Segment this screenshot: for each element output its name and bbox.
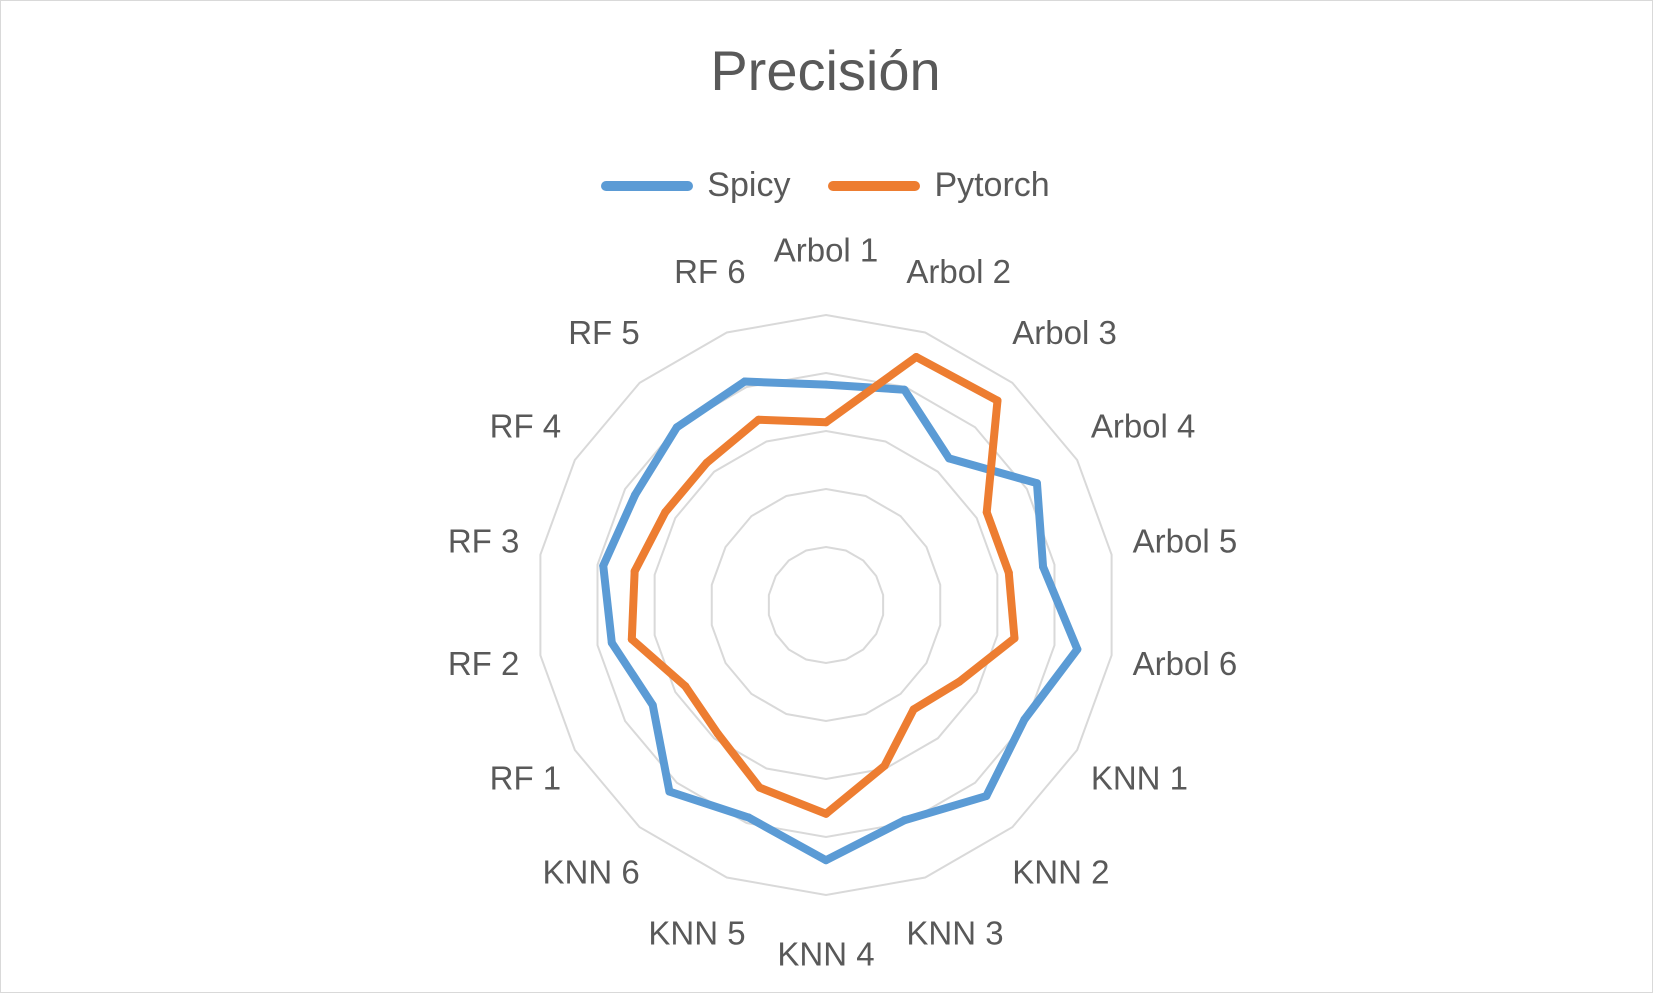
series-line-spicy	[599, 377, 1082, 865]
category-label-rf-1: RF 1	[490, 760, 562, 797]
radar-series	[599, 353, 1082, 865]
category-label-knn-1: KNN 1	[1091, 760, 1188, 797]
legend-swatch-spicy	[601, 180, 694, 191]
category-label-arbol-5: Arbol 5	[1133, 523, 1238, 560]
category-label-knn-4: KNN 4	[777, 936, 874, 973]
data-point-spicy-16	[631, 490, 640, 499]
chart-title: Precisión	[710, 39, 941, 102]
data-point-pytorch-14	[627, 635, 636, 644]
category-label-rf-3: RF 3	[448, 523, 520, 560]
data-point-spicy-15	[599, 561, 608, 570]
data-point-spicy-2	[900, 385, 909, 394]
legend-item-spicy: Spicy	[601, 166, 790, 205]
data-point-spicy-3	[945, 454, 954, 463]
data-point-pytorch-18	[754, 415, 763, 424]
data-point-spicy-4	[1032, 479, 1041, 488]
data-point-spicy-12	[665, 787, 674, 796]
data-point-pytorch-6	[1010, 634, 1019, 643]
legend-label-spicy: Spicy	[707, 166, 791, 204]
category-label-knn-2: KNN 2	[1012, 853, 1109, 890]
grid-ring-2	[710, 487, 942, 723]
category-label-rf-2: RF 2	[448, 645, 520, 682]
series-line-pytorch	[627, 353, 1019, 818]
legend-label-pytorch: Pytorch	[934, 166, 1050, 204]
grid-ring-3	[653, 429, 999, 781]
legend-swatch-pytorch	[828, 180, 921, 191]
data-point-spicy-14	[607, 638, 616, 647]
data-point-spicy-1	[822, 380, 830, 389]
category-label-knn-5: KNN 5	[648, 914, 745, 951]
data-point-spicy-7	[1020, 715, 1029, 724]
category-label-arbol-6: Arbol 6	[1133, 645, 1238, 682]
grid-ring-4	[596, 371, 1056, 839]
data-point-spicy-5	[1039, 562, 1048, 571]
data-point-pytorch-10	[822, 809, 830, 818]
category-label-knn-6: KNN 6	[543, 853, 640, 890]
data-point-pytorch-12	[713, 729, 722, 738]
legend: Spicy Pytorch	[0, 166, 1651, 205]
grid-ring-1	[767, 545, 885, 665]
data-point-pytorch-11	[755, 783, 764, 792]
radar-grid	[539, 313, 1113, 897]
data-point-pytorch-16	[661, 508, 670, 517]
data-point-pytorch-7	[955, 677, 964, 686]
data-point-pytorch-13	[681, 682, 690, 691]
category-label-knn-3: KNN 3	[906, 914, 1003, 951]
category-label-rf-5: RF 5	[568, 314, 640, 351]
data-point-pytorch-3	[993, 396, 1002, 405]
data-point-pytorch-8	[909, 705, 918, 714]
data-point-spicy-8	[982, 792, 991, 801]
data-point-spicy-17	[672, 423, 681, 432]
data-point-spicy-11	[744, 813, 753, 822]
category-label-rf-6: RF 6	[674, 253, 746, 290]
data-point-spicy-13	[648, 701, 657, 710]
category-label-arbol-3: Arbol 3	[1012, 314, 1117, 351]
category-label-rf-4: RF 4	[490, 408, 562, 445]
data-point-spicy-9	[900, 816, 909, 825]
data-point-pytorch-17	[702, 458, 711, 467]
data-point-spicy-10	[822, 856, 830, 865]
data-point-pytorch-9	[880, 761, 889, 770]
data-point-pytorch-4	[982, 508, 991, 517]
category-label-arbol-4: Arbol 4	[1091, 408, 1196, 445]
data-point-spicy-6	[1073, 645, 1082, 654]
data-point-spicy-18	[740, 377, 749, 386]
category-label-arbol-1: Arbol 1	[774, 232, 879, 269]
data-point-pytorch-5	[1004, 568, 1013, 577]
data-point-pytorch-1	[822, 418, 830, 427]
grid-ring-5	[539, 313, 1113, 897]
category-label-arbol-2: Arbol 2	[906, 253, 1011, 290]
legend-item-pytorch: Pytorch	[828, 166, 1050, 205]
data-point-pytorch-15	[630, 567, 639, 576]
data-point-pytorch-2	[912, 353, 921, 362]
